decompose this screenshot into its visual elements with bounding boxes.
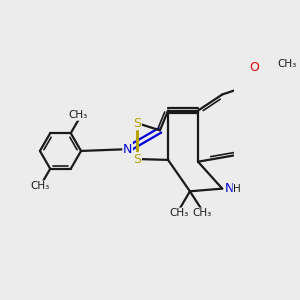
Text: CH₃: CH₃ xyxy=(169,208,188,218)
Text: N: N xyxy=(123,143,132,156)
Text: CH₃: CH₃ xyxy=(69,110,88,120)
Text: S: S xyxy=(133,117,141,130)
Text: H: H xyxy=(233,184,241,194)
Text: S: S xyxy=(133,152,141,166)
Text: CH₃: CH₃ xyxy=(30,181,50,191)
Text: N: N xyxy=(225,182,234,195)
Text: O: O xyxy=(250,61,260,74)
Text: CH₃: CH₃ xyxy=(192,208,212,218)
Text: CH₃: CH₃ xyxy=(278,59,297,70)
